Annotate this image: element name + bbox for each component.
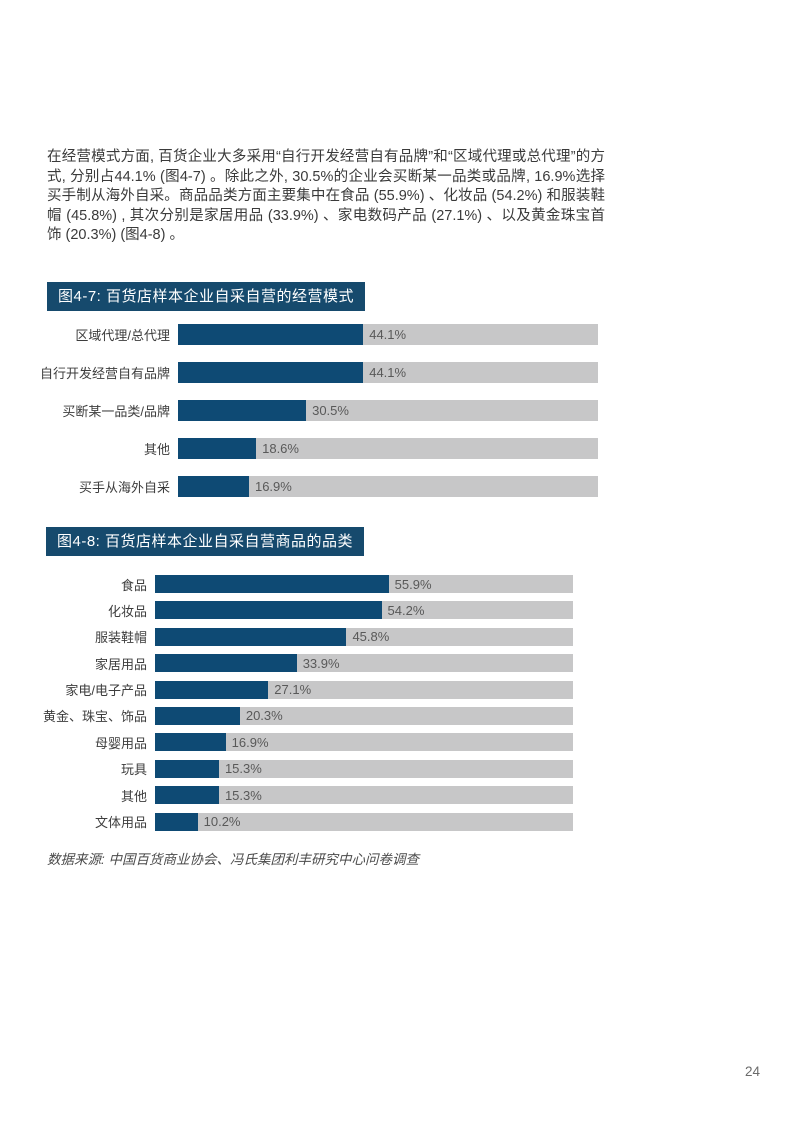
bar-track: 45.8% <box>155 627 573 646</box>
bar-fill <box>155 706 240 725</box>
chart-row: 自行开发经营自有品牌 44.1% <box>20 362 598 383</box>
bar-fill <box>178 362 364 383</box>
category-label: 其他 <box>143 442 170 457</box>
data-source-note: 数据来源: 中国百货商业协会、冯氏集团利丰研究中心问卷调查 <box>47 852 420 867</box>
bar-track: 33.9% <box>155 654 573 673</box>
value-label: 55.9% <box>394 576 432 592</box>
category-label: 食品 <box>120 577 147 593</box>
category-label: 家居用品 <box>94 656 147 672</box>
bar-track: 15.3% <box>155 759 573 778</box>
bar-track: 44.1% <box>178 362 598 383</box>
body-paragraph: 在经营模式方面, 百货企业大多采用“自行开发经营自有品牌”和“区域代理或总代理”… <box>47 149 605 244</box>
bar-track: 55.9% <box>155 575 573 593</box>
category-label: 文体用品 <box>94 815 147 831</box>
figure-4-7-title-banner: 图4-7: 百货店样本企业自采自营的经营模式 <box>47 282 366 311</box>
value-label: 16.9% <box>254 479 292 494</box>
category-label: 化妆品 <box>107 603 147 619</box>
bar-fill <box>155 654 297 673</box>
bar-fill <box>155 812 198 831</box>
chart-row: 化妆品 54.2% <box>20 601 573 620</box>
chart-row: 其他 15.3% <box>20 786 573 805</box>
chart-row: 家居用品 33.9% <box>20 654 573 673</box>
value-label: 33.9% <box>302 655 340 671</box>
bar-track: 18.6% <box>178 438 598 459</box>
bar-fill <box>178 476 249 497</box>
category-label: 服装鞋帽 <box>94 630 147 646</box>
bar-fill <box>178 324 364 345</box>
bar-fill <box>155 759 219 778</box>
value-label: 16.9% <box>231 734 269 750</box>
chart-row: 区域代理/总代理 44.1% <box>20 324 598 345</box>
value-label: 10.2% <box>203 814 241 830</box>
value-label: 54.2% <box>387 602 425 618</box>
chart-row: 买断某一品类/品牌 30.5% <box>20 400 598 421</box>
value-label: 44.1% <box>369 327 407 342</box>
chart-row: 文体用品 10.2% <box>20 812 573 831</box>
category-label: 家电/电子产品 <box>65 683 147 699</box>
value-label: 45.8% <box>352 629 390 645</box>
category-label: 买断某一品类/品牌 <box>62 404 170 419</box>
value-label: 15.3% <box>224 787 262 803</box>
figure-4-8-bar-chart: 食品 55.9% 化妆品 54.2% 服装鞋帽 45.8% 家居用品 33.9% 家电/电子产品… <box>20 575 573 839</box>
category-label: 其他 <box>120 788 147 804</box>
figure-4-8-title-banner: 图4-8: 百货店样本企业自采自营商品的品类 <box>46 527 365 556</box>
chart-row: 家电/电子产品 27.1% <box>20 680 573 699</box>
chart-row: 玩具 15.3% <box>20 759 573 778</box>
bar-track: 16.9% <box>178 476 598 497</box>
value-label: 30.5% <box>312 403 349 418</box>
chart-row: 食品 55.9% <box>20 575 573 593</box>
chart-row: 母婴用品 16.9% <box>20 733 573 752</box>
bar-fill <box>155 575 389 593</box>
page-number: 24 <box>744 1064 760 1079</box>
bar-track: 44.1% <box>178 324 598 345</box>
category-label: 母婴用品 <box>94 735 147 751</box>
category-label: 自行开发经营自有品牌 <box>39 366 170 381</box>
bar-fill <box>155 733 226 752</box>
category-label: 买手从海外自采 <box>78 480 170 495</box>
bar-fill <box>178 400 307 421</box>
value-label: 44.1% <box>369 365 407 380</box>
bar-fill <box>155 680 269 699</box>
chart-row: 买手从海外自采 16.9% <box>20 476 598 497</box>
value-label: 18.6% <box>262 441 299 456</box>
chart-row: 服装鞋帽 45.8% <box>20 627 573 646</box>
figure-4-7-bar-chart: 区域代理/总代理 44.1% 自行开发经营自有品牌 44.1% 买断某一品类/品牌 30.… <box>20 324 598 514</box>
category-label: 黄金、珠宝、饰品 <box>42 709 147 725</box>
bar-fill <box>178 438 257 459</box>
value-label: 20.3% <box>245 708 283 724</box>
category-label: 玩具 <box>120 762 147 778</box>
bar-track: 27.1% <box>155 680 573 699</box>
category-label: 区域代理/总代理 <box>75 328 170 343</box>
bar-fill <box>155 786 219 805</box>
chart-row: 其他 18.6% <box>20 438 598 459</box>
value-label: 15.3% <box>224 761 262 777</box>
bar-track: 20.3% <box>155 706 573 725</box>
bar-track: 10.2% <box>155 812 573 831</box>
bar-fill <box>155 627 347 646</box>
bar-track: 15.3% <box>155 786 573 805</box>
chart-row: 黄金、珠宝、饰品 20.3% <box>20 706 573 725</box>
bar-track: 30.5% <box>178 400 598 421</box>
bar-fill <box>155 601 382 620</box>
bar-track: 54.2% <box>155 601 573 620</box>
value-label: 27.1% <box>274 682 312 698</box>
bar-track: 16.9% <box>155 733 573 752</box>
